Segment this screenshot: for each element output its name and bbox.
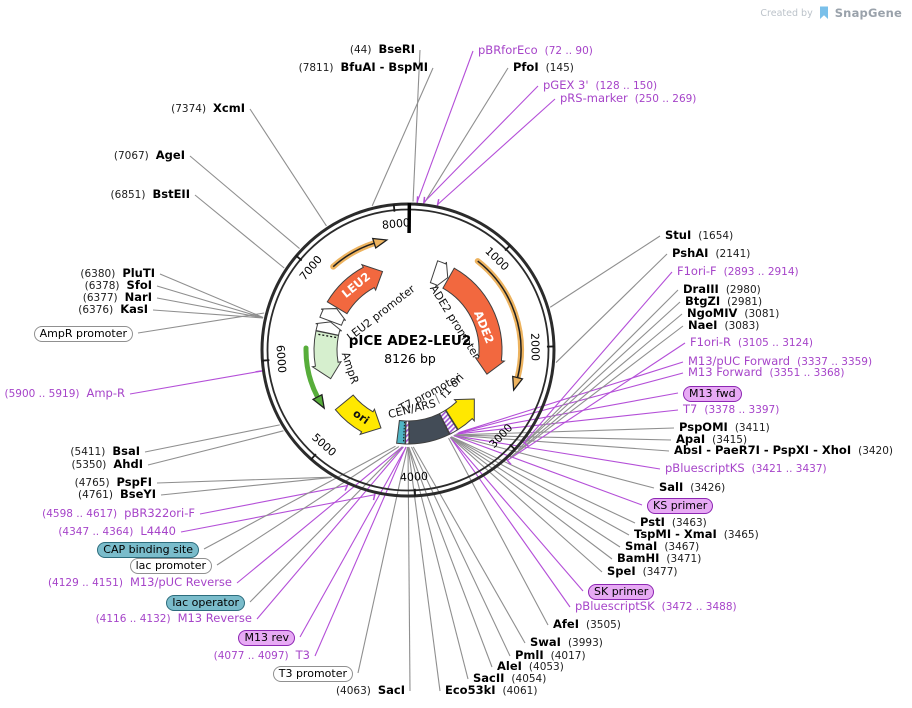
callout-xcmi: [249, 108, 327, 227]
callout-pbr322ori-f: [199, 485, 348, 515]
feature-f1-ori: [445, 398, 475, 431]
callout-m13-forward: [458, 372, 684, 434]
callout-f1ori-f: [523, 271, 673, 444]
plasmid-title-block: pICE ADE2-LEU2 8126 bp: [349, 333, 472, 366]
callout-t7: [456, 409, 679, 435]
callout-cap-binding-site: [203, 445, 396, 550]
callout-pbluescriptsk: [449, 436, 571, 608]
callout-bseyi: [160, 476, 332, 496]
feature-leu2: [326, 263, 384, 315]
callout-stui: [549, 235, 661, 308]
features: [311, 260, 506, 445]
callout-pspfi: [156, 476, 332, 484]
callout-pbluescriptks: [453, 435, 661, 470]
tick-8000: [392, 204, 396, 212]
callout-nari: [156, 297, 264, 319]
plasmid-name: pICE ADE2-LEU2: [348, 333, 472, 349]
callout-bamhi: [450, 436, 613, 560]
callout-agei: [189, 155, 300, 249]
callout-draiii: [517, 289, 679, 450]
callout-alei: [408, 446, 493, 668]
callout-smai: [450, 436, 621, 548]
callout-sali: [453, 434, 655, 489]
callout-pspomi: [454, 427, 675, 436]
callout-ngomiv: [509, 313, 683, 459]
callout-pluti: [159, 273, 264, 318]
callout-tspmi-xmai: [451, 436, 630, 536]
feature-ade2: [442, 267, 506, 375]
callout-pmli: [410, 446, 511, 657]
callout-sk-primer: [449, 436, 584, 592]
watermark-brand: SnapGene: [834, 6, 902, 20]
callout-bseri: [412, 49, 421, 202]
callout-pshai: [555, 253, 668, 363]
callout-lines: [129, 49, 686, 692]
callout-f1ori-r: [507, 342, 686, 461]
callout-btgzi: [517, 301, 681, 450]
callout-saci: [407, 446, 411, 692]
feature-mcs: [439, 409, 459, 435]
callout-apai: [454, 434, 672, 441]
callout-pfoi: [424, 67, 509, 203]
callout-swai: [412, 446, 526, 644]
callout-eco53ki: [407, 446, 441, 692]
callout-lac-promoter: [216, 446, 400, 566]
callout-m13-puc-reverse: [236, 446, 403, 584]
callout-afei: [448, 437, 549, 626]
callout-bsteii: [194, 194, 285, 269]
feature-ampr: [311, 330, 343, 380]
snapgene-ribbon-icon: [819, 6, 828, 19]
callout-prs-marker: [437, 98, 556, 205]
plasmid-length: 8126 bp: [384, 351, 436, 366]
transcript-arrow-left: [303, 345, 320, 400]
transcript-arrow-top: [330, 240, 378, 270]
callout-pgex-3: [423, 85, 539, 203]
watermark-prefix: Created by: [760, 7, 813, 19]
feature-ade2-promoter: [429, 260, 449, 289]
feature-ampr-promoter: [315, 321, 342, 336]
transcript-arrows: [303, 237, 524, 410]
callout-kasi: [152, 309, 264, 319]
snapgene-watermark: Created by SnapGene: [760, 6, 902, 20]
tick-6000: [261, 359, 270, 362]
callout-t3-promoter: [357, 446, 409, 674]
tick-3000: [509, 443, 516, 451]
tick-7000: [295, 254, 303, 262]
tick-5000: [310, 453, 317, 461]
callout-bfuai-bspmi: [371, 67, 434, 207]
callout-lac-operator: [249, 446, 403, 603]
feature-ori: [334, 394, 382, 436]
callout-bsai: [144, 424, 280, 453]
callout-ks-primer: [453, 435, 643, 506]
callout-ahdi: [147, 430, 284, 466]
callout-m13-rev: [299, 446, 407, 638]
callout-m13-reverse: [256, 446, 404, 620]
callout-t3: [314, 446, 407, 657]
callout-ampr-promoter: [137, 312, 265, 334]
callout-spei: [450, 436, 603, 573]
callout-amp-r: [129, 370, 262, 395]
callout-naei: [509, 325, 684, 459]
callout-absi-paer7i-pspxi-xhoi: [454, 434, 670, 452]
callout-l4440: [180, 494, 375, 533]
lac-divider-mark: [402, 421, 405, 443]
backbone-ring: [260, 202, 556, 498]
tick-1000: [504, 244, 511, 252]
callout-sacii: [408, 446, 469, 680]
callout-psti: [451, 436, 636, 524]
signal-boundary-mark: [317, 333, 337, 339]
feature-cen-ars: [408, 413, 450, 445]
feature-leu2-promoter: [319, 308, 347, 326]
callout-sfoi: [156, 285, 264, 319]
callout-pbrforeco: [416, 50, 474, 202]
